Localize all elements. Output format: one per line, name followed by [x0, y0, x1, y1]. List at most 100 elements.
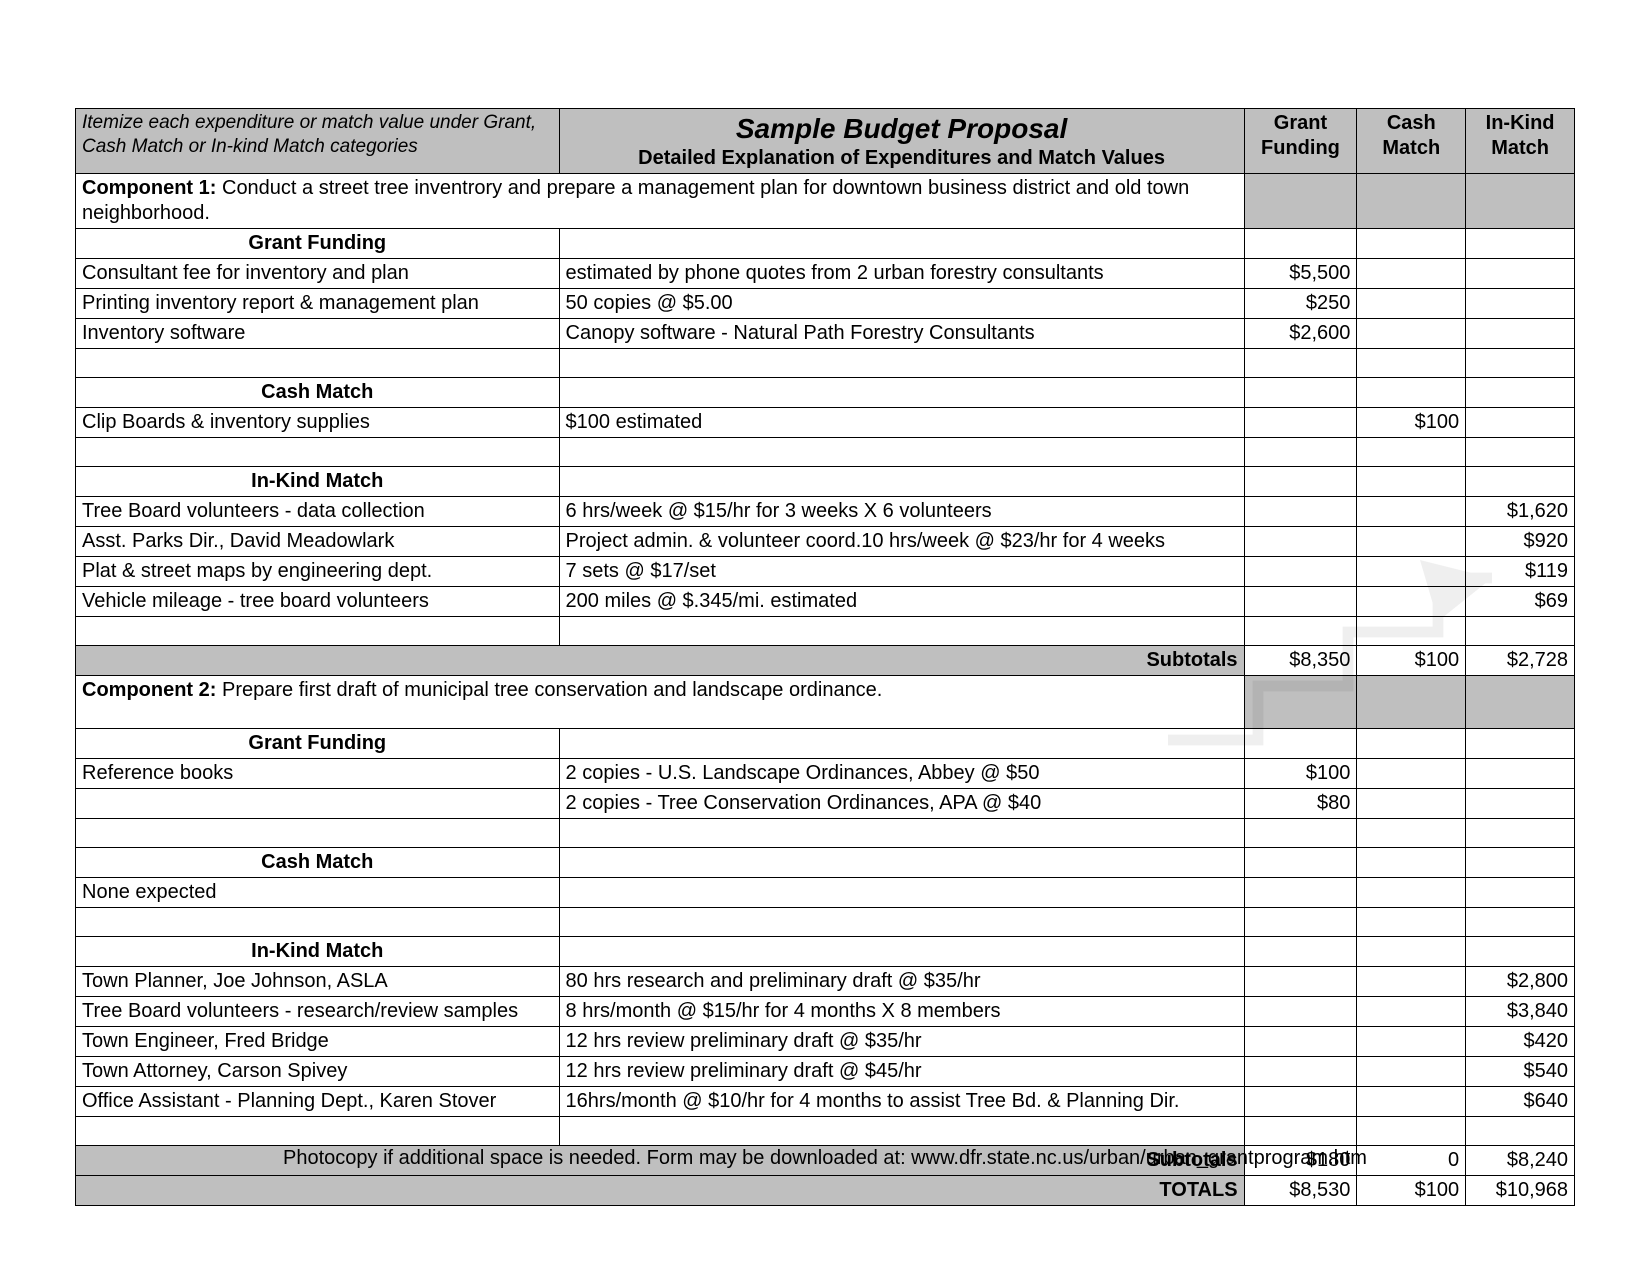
sub-inkind: $2,728	[1466, 646, 1575, 676]
table-row: Town Engineer, Fred Bridge 12 hrs review…	[76, 1027, 1575, 1057]
empty-cell	[1466, 259, 1575, 289]
cash-val: $100	[1357, 408, 1466, 438]
table-row: None expected	[76, 878, 1575, 908]
empty-cell	[1466, 408, 1575, 438]
item: Office Assistant - Planning Dept., Karen…	[76, 1087, 560, 1117]
desc: 50 copies @ $5.00	[559, 289, 1244, 319]
table-row: Town Planner, Joe Johnson, ASLA 80 hrs r…	[76, 967, 1575, 997]
item: Printing inventory report & management p…	[76, 289, 560, 319]
item: Town Planner, Joe Johnson, ASLA	[76, 967, 560, 997]
comp2-heading: Component 2: Prepare first draft of muni…	[76, 676, 1245, 729]
empty-cell	[559, 229, 1244, 259]
item: Tree Board volunteers - research/review …	[76, 997, 560, 1027]
comp1-heading: Component 1: Conduct a street tree inven…	[76, 174, 1245, 229]
desc: 2 copies - Tree Conservation Ordinances,…	[559, 789, 1244, 819]
inkind-match-label: In-Kind Match	[76, 937, 560, 967]
desc: 2 copies - U.S. Landscape Ordinances, Ab…	[559, 759, 1244, 789]
desc: 12 hrs review preliminary draft @ $45/hr	[559, 1057, 1244, 1087]
inkind-val: $640	[1466, 1087, 1575, 1117]
empty-cell	[1244, 676, 1357, 729]
item: Consultant fee for inventory and plan	[76, 259, 560, 289]
empty-cell	[1357, 676, 1466, 729]
item: Tree Board volunteers - data collection	[76, 497, 560, 527]
header-row: Itemize each expenditure or match value …	[76, 109, 1575, 174]
comp2-text: Prepare first draft of municipal tree co…	[216, 679, 882, 701]
empty-cell	[1466, 229, 1575, 259]
col-cash-l1: Cash	[1363, 111, 1459, 136]
empty-cell	[1466, 319, 1575, 349]
col-grant-l1: Grant	[1251, 111, 1351, 136]
table-row: Tree Board volunteers - data collection …	[76, 497, 1575, 527]
comp1-inkind-match-row: In-Kind Match	[76, 467, 1575, 497]
col-inkind-l2: Match	[1472, 136, 1568, 161]
item: Reference books	[76, 759, 560, 789]
comp2-inkind-match-row: In-Kind Match	[76, 937, 1575, 967]
empty-cell	[1244, 229, 1357, 259]
table-row: Consultant fee for inventory and plan es…	[76, 259, 1575, 289]
totals-grant: $8,530	[1244, 1176, 1357, 1206]
comp1-heading-row: Component 1: Conduct a street tree inven…	[76, 174, 1575, 229]
inkind-match-label: In-Kind Match	[76, 467, 560, 497]
inkind-val: $119	[1466, 557, 1575, 587]
empty-cell	[1357, 319, 1466, 349]
instruction-cell: Itemize each expenditure or match value …	[76, 109, 560, 174]
blank-row	[76, 1117, 1575, 1146]
comp2-label: Component 2:	[82, 679, 216, 701]
inkind-val: $69	[1466, 587, 1575, 617]
comp2-grant-funding-row: Grant Funding	[76, 729, 1575, 759]
item: Inventory software	[76, 319, 560, 349]
inkind-val: $920	[1466, 527, 1575, 557]
table-row: Reference books 2 copies - U.S. Landscap…	[76, 759, 1575, 789]
comp2-cash-match-row: Cash Match	[76, 848, 1575, 878]
comp1-cash-match-row: Cash Match	[76, 378, 1575, 408]
subtotal-label: Subtotals	[76, 646, 1245, 676]
inkind-val: $420	[1466, 1027, 1575, 1057]
empty-cell	[1357, 174, 1466, 229]
blank-row	[76, 349, 1575, 378]
grant-val: $80	[1244, 789, 1357, 819]
title-main: Sample Budget Proposal	[566, 111, 1238, 146]
instruction-line1: Itemize each expenditure or match value …	[82, 111, 553, 135]
desc: Canopy software - Natural Path Forestry …	[559, 319, 1244, 349]
table-row: Printing inventory report & management p…	[76, 289, 1575, 319]
blank-row	[76, 819, 1575, 848]
empty-cell	[1357, 259, 1466, 289]
table-row: Tree Board volunteers - research/review …	[76, 997, 1575, 1027]
grant-val: $250	[1244, 289, 1357, 319]
desc: estimated by phone quotes from 2 urban f…	[559, 259, 1244, 289]
grant-funding-label: Grant Funding	[76, 229, 560, 259]
comp1-grant-funding-row: Grant Funding	[76, 229, 1575, 259]
grant-val: $5,500	[1244, 259, 1357, 289]
item: Vehicle mileage - tree board volunteers	[76, 587, 560, 617]
item: Town Engineer, Fred Bridge	[76, 1027, 560, 1057]
empty-cell	[1357, 229, 1466, 259]
desc: 12 hrs review preliminary draft @ $35/hr	[559, 1027, 1244, 1057]
totals-row: TOTALS $8,530 $100 $10,968	[76, 1176, 1575, 1206]
table-row: Asst. Parks Dir., David Meadowlark Proje…	[76, 527, 1575, 557]
col-grant: Grant Funding	[1244, 109, 1357, 174]
comp2-heading-row: Component 2: Prepare first draft of muni…	[76, 676, 1575, 729]
col-grant-l2: Funding	[1251, 136, 1351, 161]
desc: 7 sets @ $17/set	[559, 557, 1244, 587]
inkind-val: $2,800	[1466, 967, 1575, 997]
totals-label: TOTALS	[76, 1176, 1245, 1206]
empty-cell	[1244, 408, 1357, 438]
comp1-subtotal-row: Subtotals $8,350 $100 $2,728	[76, 646, 1575, 676]
desc: 8 hrs/month @ $15/hr for 4 months X 8 me…	[559, 997, 1244, 1027]
footer-text: Photocopy if additional space is needed.…	[0, 1147, 1650, 1170]
grant-funding-label: Grant Funding	[76, 729, 560, 759]
desc: 80 hrs research and preliminary draft @ …	[559, 967, 1244, 997]
sub-cash: $100	[1357, 646, 1466, 676]
table-row: Vehicle mileage - tree board volunteers …	[76, 587, 1575, 617]
item: Asst. Parks Dir., David Meadowlark	[76, 527, 560, 557]
blank-row	[76, 617, 1575, 646]
empty-cell	[1466, 289, 1575, 319]
cash-match-label: Cash Match	[76, 848, 560, 878]
budget-table: Itemize each expenditure or match value …	[75, 108, 1575, 1206]
table-row: Plat & street maps by engineering dept. …	[76, 557, 1575, 587]
comp1-label: Component 1:	[82, 177, 216, 199]
inkind-val: $540	[1466, 1057, 1575, 1087]
table-row: 2 copies - Tree Conservation Ordinances,…	[76, 789, 1575, 819]
desc: 6 hrs/week @ $15/hr for 3 weeks X 6 volu…	[559, 497, 1244, 527]
item: None expected	[76, 878, 560, 908]
